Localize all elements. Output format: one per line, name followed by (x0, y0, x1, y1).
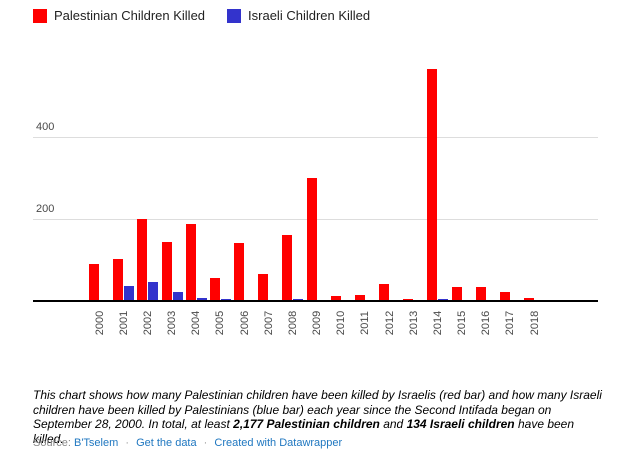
legend-item-israeli: Israeli Children Killed (227, 9, 370, 23)
x-axis-tick-2010: 2010 (335, 310, 348, 336)
x-axis-tick-2001: 2001 (117, 310, 130, 336)
bar-palestinian-2010 (330, 295, 341, 301)
x-axis-tick-2009: 2009 (311, 310, 324, 336)
bar-israeli-2004 (196, 297, 207, 301)
bar-palestinian-2003 (161, 241, 172, 301)
footer: Source: B'Tselem · Get the data · Create… (33, 436, 342, 450)
x-axis-tick-2000: 2000 (93, 310, 106, 336)
plot-area: 200 400 2000 2001 2002 2003 2004 2005 2006 2007 20… (33, 69, 598, 336)
bar-palestinian-2008 (282, 235, 293, 301)
x-axis-tick-2012: 2012 (383, 310, 396, 336)
get-data-link[interactable]: Get the data (136, 437, 197, 449)
bar-palestinian-2018 (524, 297, 535, 301)
bar-palestinian-2011 (354, 295, 365, 301)
footer-separator: · (125, 437, 129, 449)
created-with-link[interactable]: Created with Datawrapper (214, 437, 343, 449)
caption-bold-text: 2,177 Palestinian children (233, 417, 380, 431)
x-axis-tick-2013: 2013 (407, 310, 420, 336)
bar-palestinian-2002 (137, 218, 148, 301)
source-link[interactable]: B'Tselem (73, 437, 119, 449)
bar-palestinian-2000 (89, 263, 99, 301)
bar-palestinian-2005 (209, 278, 220, 301)
legend-swatch-blue (227, 9, 242, 23)
caption-text: This chart shows how many Palestinian ch… (33, 388, 602, 431)
caption-bold-text: 134 Israeli children (406, 417, 515, 431)
footer-separator: · (203, 437, 208, 449)
bar-palestinian-2016 (475, 286, 486, 301)
bar-palestinian-2004 (185, 224, 196, 301)
x-axis-tick-2004: 2004 (190, 310, 203, 336)
caption: This chart shows how many Palestinian ch… (33, 388, 605, 446)
source-label: Source: (33, 437, 71, 449)
bar-palestinian-2009 (306, 178, 317, 301)
y-axis-tick-200: 200 (36, 202, 55, 215)
legend-label-palestinian: Palestinian Children Killed (54, 8, 206, 23)
x-axis-line (33, 300, 598, 302)
x-axis-tick-2017: 2017 (504, 310, 517, 336)
x-axis-tick-2003: 2003 (166, 310, 178, 336)
x-axis-tick-2002: 2002 (141, 310, 154, 336)
bar-palestinian-2007 (258, 273, 269, 301)
x-axis-tick-2006: 2006 (238, 310, 251, 336)
bar-israeli-2001 (124, 286, 135, 301)
legend-swatch-red (33, 9, 47, 23)
bar-israeli-2002 (148, 281, 159, 301)
x-axis-tick-2011: 2011 (359, 311, 372, 335)
bar-palestinian-2014 (427, 69, 438, 301)
bar-palestinian-2006 (234, 243, 245, 301)
bar-palestinian-2001 (113, 259, 124, 301)
legend-item-palestinian: Palestinian Children Killed (33, 9, 205, 23)
x-axis-tick-2008: 2008 (286, 310, 299, 336)
x-axis-tick-2014: 2014 (431, 310, 444, 336)
x-axis-tick-2015: 2015 (456, 310, 469, 336)
bar-palestinian-2012 (379, 283, 390, 301)
x-axis-tick-2007: 2007 (262, 310, 275, 336)
gridline-400 (33, 136, 598, 138)
legend-label-israeli: Israeli Children Killed (248, 8, 371, 23)
x-axis-tick-2005: 2005 (214, 310, 227, 336)
bar-israeli-2003 (172, 292, 183, 301)
x-axis-tick-2018: 2018 (528, 310, 541, 336)
y-axis-tick-400: 400 (36, 120, 55, 133)
caption-text: have been killed. (33, 417, 575, 446)
bar-palestinian-2017 (499, 292, 510, 301)
x-axis-tick-2016: 2016 (480, 310, 493, 336)
bar-palestinian-2015 (451, 287, 462, 301)
caption-text: and (379, 417, 407, 431)
bar-israeli-2005 (220, 298, 231, 301)
legend: Palestinian Children Killed Israeli Chil… (33, 9, 370, 23)
